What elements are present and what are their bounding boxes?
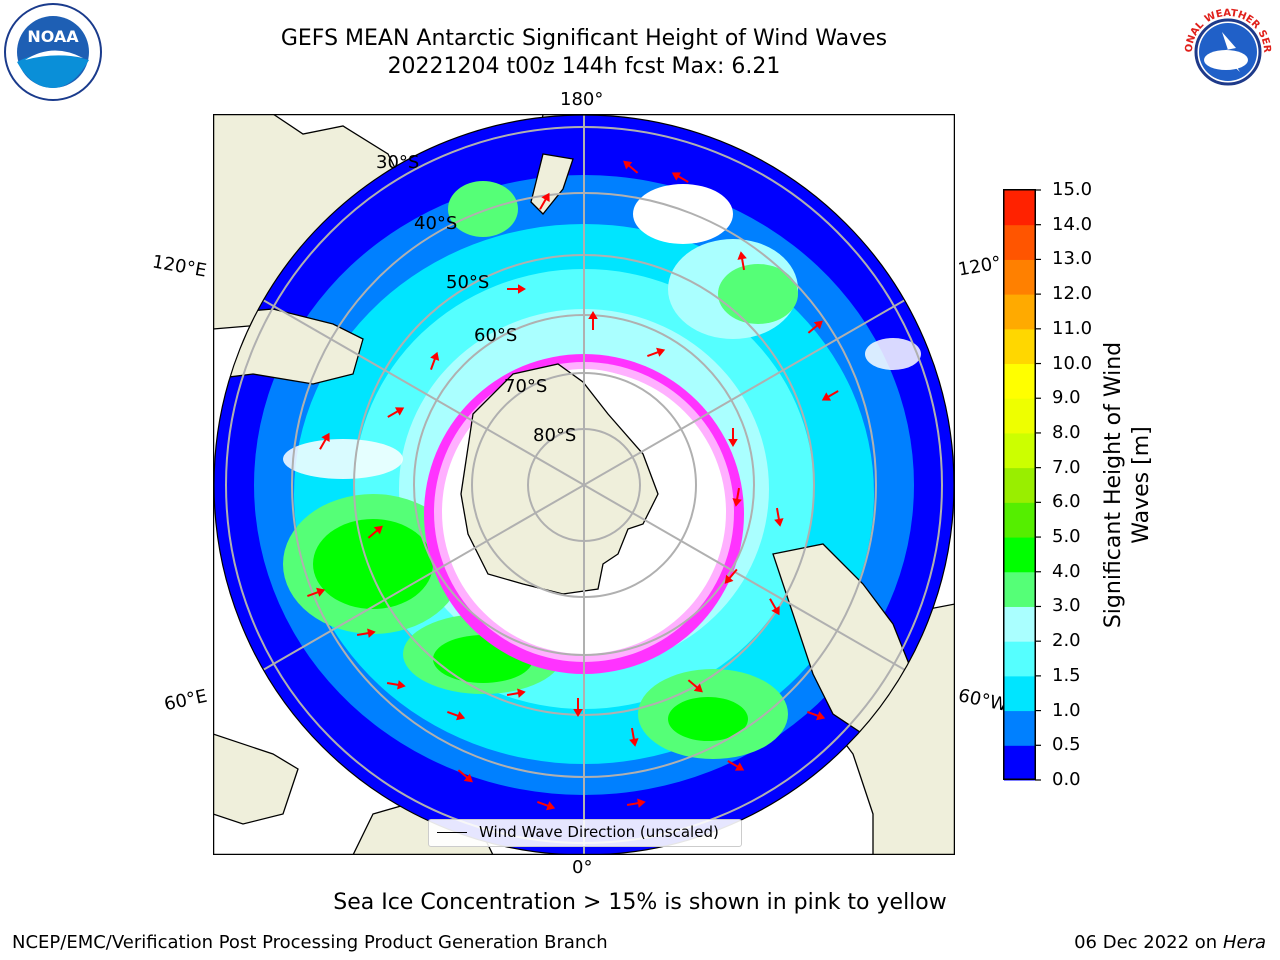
colorbar-tick-label: 0.5	[1052, 734, 1081, 756]
wind-arrow	[356, 628, 376, 638]
wind-arrow	[629, 727, 639, 747]
wind-arrow	[807, 711, 826, 721]
colorbar-tick-label: 15.0	[1052, 179, 1093, 200]
colorbar-tick-label: 9.0	[1052, 387, 1081, 409]
wind-arrow	[626, 798, 646, 808]
lon-label-60w: 60°W	[956, 685, 1010, 716]
credit-text: NCEP/EMC/Verification Post Processing Pr…	[12, 932, 608, 953]
lat-label-40s: 40°S	[414, 213, 458, 234]
wind-arrow	[539, 192, 550, 210]
wind-arrow	[537, 801, 556, 811]
wind-arrow	[507, 284, 526, 294]
wind-arrow	[732, 487, 742, 507]
nws-logo: NATIONAL WEATHER SERVICE	[1178, 2, 1276, 100]
wind-arrow	[774, 507, 784, 527]
colorbar-tick-label: 7.0	[1052, 456, 1081, 478]
chart-title: GEFS MEAN Antarctic Significant Height o…	[280, 26, 888, 51]
colorbar-tick-label: 1.0	[1052, 699, 1081, 721]
colorbar-tick-label: 8.0	[1052, 421, 1081, 443]
machine-name: Hera	[1222, 932, 1266, 953]
colorbar-band	[1004, 432, 1035, 469]
colorbar-band	[1004, 606, 1035, 642]
date-stamp: 06 Dec 2022 on Hera	[1074, 932, 1266, 953]
antarctica	[460, 363, 659, 595]
colorbar-band	[1004, 571, 1035, 607]
wind-arrow	[430, 351, 440, 370]
colorbar-tick-label: 14.0	[1052, 213, 1093, 235]
map-legend: Wind Wave Direction (unscaled)	[428, 819, 742, 847]
wind-arrow	[588, 311, 598, 330]
colorbar-tick-label: 1.5	[1052, 664, 1081, 686]
lat-label-70s: 70°S	[504, 376, 548, 397]
wind-arrow	[807, 320, 823, 334]
colorbar-tick-label: 5.0	[1052, 526, 1081, 548]
colorbar-band	[1004, 710, 1035, 746]
colorbar-band	[1004, 224, 1035, 260]
colorbar-band	[1004, 363, 1035, 399]
colorbar-band	[1004, 190, 1035, 226]
wind-arrow	[457, 769, 473, 783]
wind-arrow	[623, 160, 639, 174]
colorbar-band	[1004, 537, 1035, 573]
colorbar-tick-label: 4.0	[1052, 560, 1081, 582]
wind-arrows	[307, 160, 839, 811]
wind-arrow	[727, 760, 745, 771]
wind-arrow	[647, 347, 666, 357]
lat-label-30s: 30°S	[376, 152, 420, 173]
colorbar-tick-label: 10.0	[1052, 352, 1093, 374]
colorbar-band	[1004, 259, 1035, 295]
polar-map	[213, 114, 955, 855]
colorbar-band	[1004, 745, 1035, 781]
lon-label-60e: 60°E	[162, 685, 209, 716]
wind-arrow	[367, 525, 383, 539]
wind-arrow	[687, 679, 703, 693]
svg-text:NOAA: NOAA	[27, 27, 79, 46]
wind-arrow	[728, 428, 738, 447]
colorbar-tick-label: 11.0	[1052, 317, 1093, 339]
ice-note: Sea Ice Concentration > 15% is shown in …	[333, 890, 947, 915]
colorbar-tick-label: 12.0	[1052, 283, 1093, 305]
colorbar	[1003, 189, 1041, 781]
colorbar-band	[1004, 675, 1035, 712]
lat-label-80s: 80°S	[533, 425, 577, 446]
lat-label-60s: 60°S	[474, 325, 518, 346]
lon-label-180: 180°	[560, 89, 604, 110]
colorbar-band	[1004, 398, 1035, 434]
wind-arrow	[387, 407, 405, 418]
lon-label-120w: 120°	[956, 252, 1003, 281]
colorbar-tick-label: 2.0	[1052, 630, 1081, 652]
wind-arrow	[737, 251, 747, 271]
land-inside	[214, 153, 914, 735]
lat-label-50s: 50°S	[446, 272, 490, 293]
colorbar-band	[1004, 641, 1035, 677]
wind-arrow	[671, 172, 689, 183]
colorbar-band	[1004, 502, 1035, 538]
colorbar-band	[1004, 294, 1035, 330]
colorbar-tick-label: 0.0	[1052, 769, 1081, 790]
date-text: 06 Dec 2022 on	[1074, 932, 1218, 953]
wind-arrow	[506, 688, 526, 698]
colorbar-band	[1004, 467, 1035, 503]
wind-arrow	[386, 680, 406, 690]
colorbar-band	[1004, 328, 1035, 365]
wind-arrow	[573, 698, 583, 717]
colorbar-tick-label: 6.0	[1052, 491, 1081, 513]
wind-arrow	[307, 587, 326, 597]
legend-line	[437, 832, 467, 833]
wind-arrow	[447, 711, 466, 721]
noaa-logo: NOAA	[4, 3, 102, 101]
lon-label-0: 0°	[572, 857, 593, 878]
wind-arrow	[821, 390, 839, 401]
lon-label-120e: 120°E	[150, 251, 209, 282]
wind-arrow	[724, 568, 738, 584]
colorbar-tick-label: 3.0	[1052, 595, 1081, 617]
wind-arrow	[769, 598, 780, 616]
chart-subtitle: 20221204 t00z 144h fcst Max: 6.21	[387, 54, 781, 79]
colorbar-title: Significant Height of Wind Waves [m]	[1101, 341, 1154, 629]
colorbar-tick-label: 13.0	[1052, 248, 1093, 270]
legend-label: Wind Wave Direction (unscaled)	[479, 823, 719, 841]
wind-arrow	[319, 432, 330, 450]
